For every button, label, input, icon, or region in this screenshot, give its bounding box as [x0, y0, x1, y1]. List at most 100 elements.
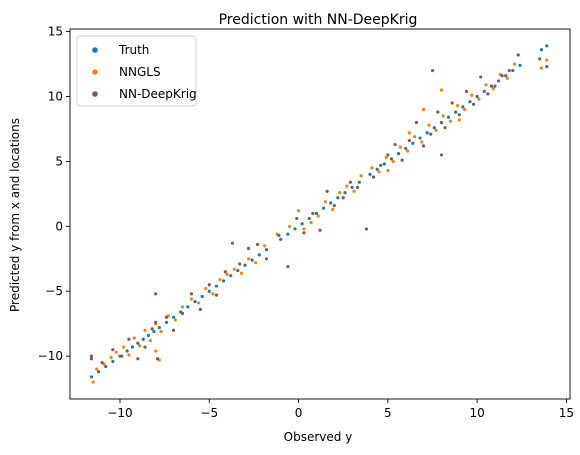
- data-point-truth-59: [511, 68, 515, 73]
- data-point-nn-deepkrig-36: [379, 163, 383, 167]
- data-point-nngls-47: [427, 123, 431, 127]
- data-point-truth-10: [152, 329, 156, 334]
- data-point-nngls-9: [143, 328, 147, 332]
- data-point-nn-deepkrig-61: [89, 354, 94, 358]
- data-point-nngls-21: [225, 272, 229, 276]
- data-point-truth-47: [425, 131, 429, 135]
- data-point-truth-28: [286, 232, 290, 236]
- data-point-truth-19: [214, 284, 219, 288]
- data-point-truth-50: [446, 115, 451, 119]
- data-point-truth-27: [279, 237, 283, 241]
- data-point-truth-48: [432, 126, 436, 130]
- data-point-nngls-7: [132, 336, 136, 340]
- data-point-nngls-6: [127, 353, 131, 357]
- data-point-truth-29: [293, 227, 297, 231]
- y-tick-label-2: 0: [55, 219, 63, 233]
- data-point-nngls-51: [455, 104, 460, 108]
- data-point-nngls-5: [121, 345, 126, 349]
- data-point-nn-deepkrig-56: [538, 57, 542, 61]
- data-point-nn-deepkrig-9: [155, 357, 160, 361]
- data-point-nn-deepkrig-25: [295, 216, 299, 221]
- data-point-truth-43: [396, 152, 401, 156]
- data-point-nngls-33: [323, 200, 327, 204]
- data-point-truth-34: [329, 201, 333, 205]
- data-point-nngls-68: [407, 131, 411, 135]
- data-point-truth-12: [164, 320, 169, 324]
- data-point-truth-26: [264, 248, 269, 252]
- data-point-nngls-3: [109, 355, 113, 360]
- data-point-nngls-10: [148, 338, 152, 343]
- data-point-nngls-35: [338, 190, 342, 195]
- data-point-nngls-55: [484, 83, 488, 87]
- data-point-nn-deepkrig-49: [471, 102, 476, 106]
- data-point-nngls-8: [138, 344, 142, 348]
- data-point-nn-deepkrig-45: [443, 126, 447, 130]
- data-point-nngls-67: [386, 168, 390, 173]
- x-tick-label-0: −10: [107, 406, 132, 420]
- data-point-nn-deepkrig-41: [414, 120, 419, 125]
- data-point-truth-20: [221, 279, 226, 283]
- data-point-nngls-50: [448, 119, 452, 123]
- data-point-nngls-53: [470, 93, 474, 97]
- data-point-truth-8: [141, 337, 145, 341]
- data-point-nn-deepkrig-19: [238, 262, 242, 266]
- data-point-truth-41: [382, 162, 386, 166]
- data-point-nn-deepkrig-52: [493, 84, 497, 88]
- data-point-nngls-56: [491, 87, 495, 91]
- data-point-nngls-18: [204, 287, 208, 291]
- data-point-truth-54: [475, 94, 479, 99]
- data-point-nn-deepkrig-38: [393, 142, 397, 147]
- x-tick-label-3: 5: [384, 406, 392, 420]
- data-point-nn-deepkrig-18: [230, 241, 235, 245]
- data-point-truth-7: [136, 341, 140, 345]
- data-point-nn-deepkrig-26: [302, 231, 306, 235]
- data-point-truth-52: [461, 105, 465, 109]
- data-point-nngls-61: [545, 58, 549, 62]
- data-point-nngls-65: [154, 349, 158, 353]
- data-point-nn-deepkrig-4: [127, 337, 131, 341]
- y-tick-label-5: 15: [48, 25, 63, 39]
- y-tick-label-1: −5: [45, 284, 63, 298]
- data-point-nn-deepkrig-60: [439, 153, 444, 157]
- data-point-truth-32: [314, 211, 319, 215]
- data-point-truth-58: [504, 74, 508, 78]
- data-point-truth-21: [229, 274, 233, 278]
- data-point-nngls-28: [288, 224, 292, 228]
- data-point-nngls-12: [159, 329, 163, 334]
- data-point-truth-16: [193, 300, 197, 304]
- data-point-nngls-26: [263, 244, 267, 248]
- data-point-truth-22: [236, 268, 240, 273]
- data-point-nn-deepkrig-59: [154, 292, 158, 296]
- data-point-nngls-49: [441, 114, 445, 118]
- data-point-nngls-43: [398, 145, 402, 149]
- data-point-nn-deepkrig-43: [429, 132, 433, 136]
- data-point-nn-deepkrig-29: [325, 189, 329, 193]
- data-point-nn-deepkrig-1: [100, 361, 104, 365]
- data-point-truth-40: [375, 167, 379, 171]
- data-point-truth-37: [350, 185, 354, 189]
- data-point-nngls-25: [254, 261, 258, 265]
- data-point-nn-deepkrig-58: [430, 68, 435, 73]
- data-point-nngls-29: [296, 209, 301, 213]
- y-tick-label-0: −10: [38, 349, 63, 363]
- data-point-nngls-42: [391, 159, 395, 164]
- data-point-truth-61: [539, 48, 544, 52]
- data-point-truth-25: [257, 253, 261, 257]
- data-point-nngls-58: [505, 76, 510, 80]
- axes-frame: [69, 28, 571, 400]
- x-axis-ticks: −10 −5 0 5 10 15: [107, 399, 574, 420]
- data-point-nn-deepkrig-6: [143, 345, 147, 349]
- data-point-nn-deepkrig-31: [341, 196, 345, 200]
- x-tick-label-4: 10: [470, 406, 485, 420]
- data-point-truth-45: [411, 141, 415, 145]
- data-point-truth-60: [518, 63, 522, 67]
- data-point-nn-deepkrig-24: [286, 264, 290, 269]
- data-point-nn-deepkrig-17: [223, 270, 227, 274]
- data-point-truth-23: [243, 263, 247, 267]
- data-point-nn-deepkrig-53: [500, 74, 504, 78]
- data-point-nngls-62: [421, 107, 426, 112]
- data-point-nngls-52: [463, 107, 467, 112]
- data-point-truth-46: [418, 136, 422, 140]
- y-tick-label-4: 10: [48, 90, 63, 104]
